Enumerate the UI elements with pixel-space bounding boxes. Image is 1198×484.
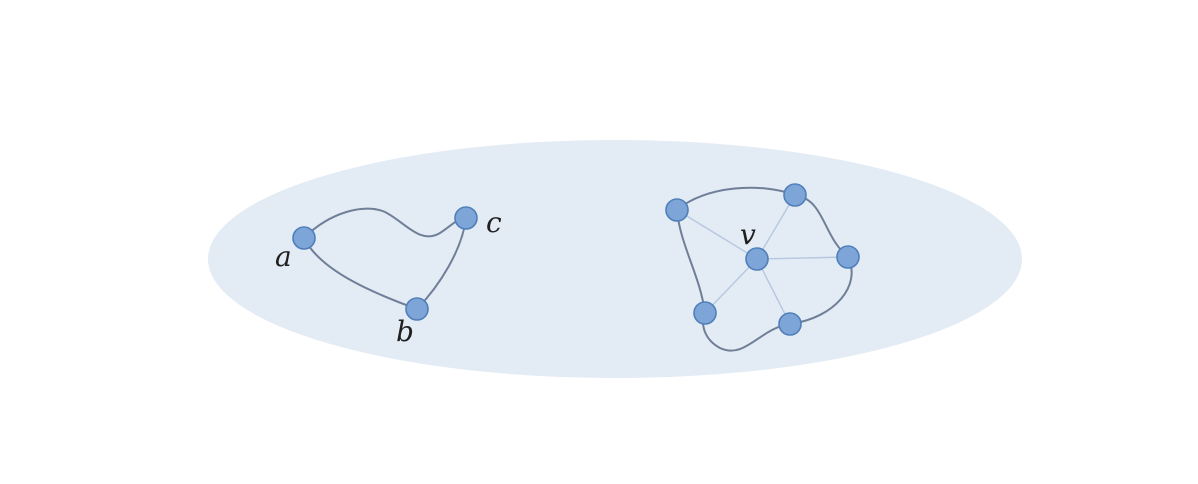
vertex-outer-1: [665, 198, 689, 222]
vertex-outer-5: [693, 301, 717, 325]
spoke-v-3: [756, 256, 849, 260]
spoke-v-2: [756, 194, 796, 260]
vertex-c: [454, 206, 478, 230]
outer-cycle-edge-1: [676, 186, 796, 211]
vertex-outer-3: [836, 245, 860, 269]
vertex-v: [745, 247, 769, 271]
vertex-b: [405, 297, 429, 321]
label-v: v: [740, 218, 756, 251]
vertex-a: [292, 226, 316, 250]
cycle-edge-a-c: [303, 207, 467, 239]
label-a: a: [275, 240, 292, 273]
vertex-outer-4: [778, 312, 802, 336]
spoke-v-5: [704, 258, 758, 314]
cycle-edge-b-a: [303, 237, 418, 310]
region-ellipse: [208, 140, 1022, 378]
vertex-outer-2: [783, 183, 807, 207]
spoke-v-1: [676, 209, 758, 260]
label-b: b: [396, 315, 414, 348]
spoke-v-4: [756, 258, 791, 325]
label-c: c: [486, 206, 502, 239]
outer-cycle-edge-4: [702, 312, 791, 352]
